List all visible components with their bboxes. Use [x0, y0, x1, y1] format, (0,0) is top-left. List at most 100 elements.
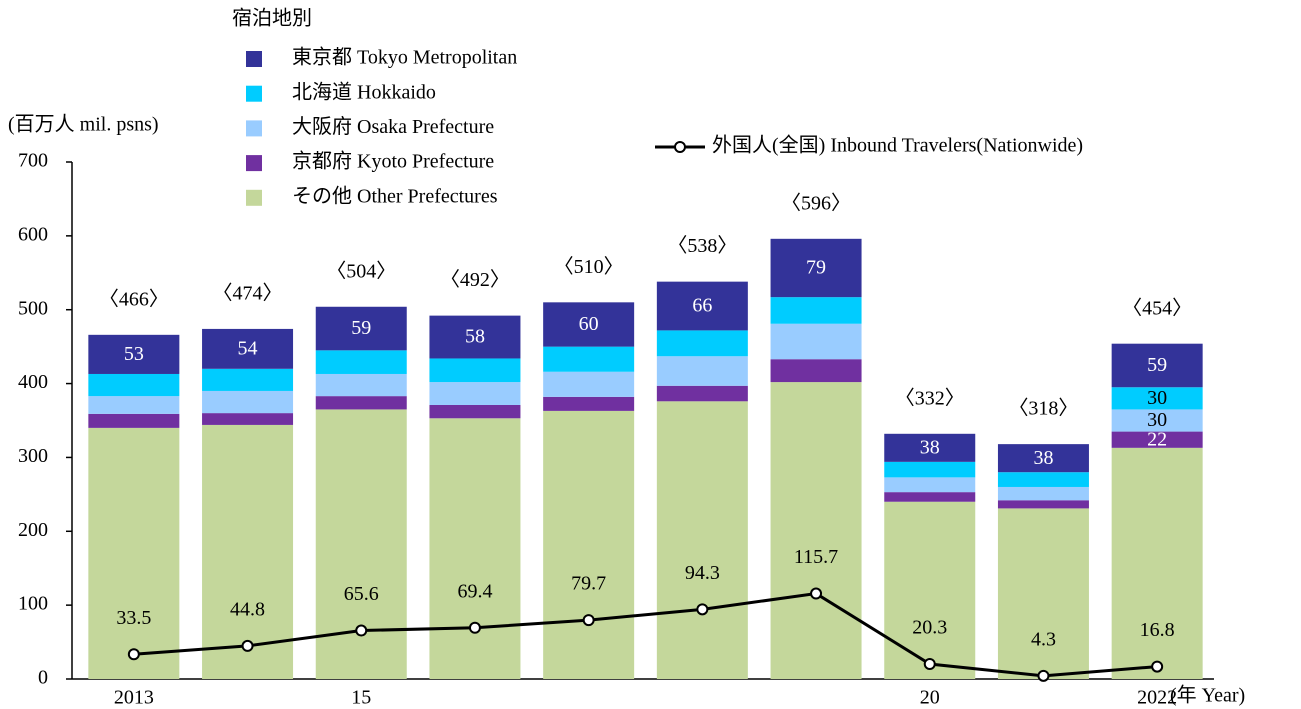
bar-segment	[997, 444, 1089, 473]
legend-swatch	[246, 155, 262, 172]
bar-segment	[656, 330, 748, 357]
legend-label: その他 Other Prefectures	[292, 184, 498, 207]
x-tick-label: 2013	[114, 687, 154, 709]
bar-segment	[202, 424, 294, 679]
bar-segment	[315, 409, 407, 679]
line-marker	[696, 603, 709, 616]
line-marker	[810, 587, 823, 600]
bar-segment	[429, 315, 521, 359]
legend-label: 京都府 Kyoto Prefecture	[292, 150, 494, 173]
line-marker	[923, 658, 936, 671]
line-value-label: 33.5	[116, 607, 151, 629]
total-label: 〈332〉	[895, 387, 965, 409]
bar-segment	[770, 359, 862, 383]
value-label: 22	[1147, 428, 1167, 450]
legend-label: 北海道 Hokkaido	[292, 80, 436, 103]
legend-label: 東京都 Tokyo Metropolitan	[292, 46, 517, 69]
bar-segment	[88, 373, 180, 397]
bar-segment	[1111, 409, 1203, 432]
y-tick-label: 700	[18, 150, 48, 172]
y-tick-label: 600	[18, 223, 48, 245]
line-value-label: 20.3	[912, 617, 947, 639]
bar-segment	[543, 371, 635, 397]
line-value-label: 4.3	[1031, 628, 1056, 650]
line-value-label: 44.8	[230, 599, 265, 621]
bar-segment	[429, 382, 521, 405]
total-label: 〈510〉	[554, 256, 624, 278]
legend-swatch	[246, 189, 262, 206]
bar-segment	[315, 396, 407, 410]
x-tick-label: 2022	[1137, 687, 1177, 709]
y-tick-label: 100	[18, 593, 48, 615]
legend-swatch	[246, 120, 262, 137]
value-label: 30	[1147, 387, 1167, 409]
line-marker	[355, 624, 368, 637]
total-label: 〈596〉	[781, 192, 851, 214]
line	[133, 591, 1158, 678]
bar-segment	[1111, 343, 1203, 388]
bar-segment	[997, 486, 1089, 501]
line-marker	[241, 639, 254, 652]
bar-segment	[202, 413, 294, 425]
value-label: 66	[692, 295, 712, 317]
bar-segment	[543, 346, 635, 372]
line-value-label: 94.3	[685, 562, 720, 584]
bar-segment	[884, 461, 976, 478]
value-label: 58	[465, 326, 485, 348]
bar-segment	[202, 328, 294, 369]
total-label: 〈454〉	[1122, 297, 1192, 319]
bar-segment	[88, 427, 180, 679]
bar-segment	[997, 472, 1089, 487]
legend-swatch	[246, 51, 262, 67]
bar-segment	[770, 238, 862, 298]
bar-segment	[88, 413, 180, 428]
bar-segment	[656, 281, 748, 331]
line-marker	[468, 621, 481, 634]
y-axis-label: (百万人 mil. psns)	[8, 113, 159, 136]
bar-segment	[88, 396, 180, 414]
value-label: 38	[920, 436, 940, 458]
total-label: 〈538〉	[667, 235, 737, 257]
line-value-label: 79.7	[571, 573, 606, 595]
legend-label: 大阪府 Osaka Prefecture	[292, 115, 494, 138]
bar-segment	[429, 404, 521, 419]
total-label: 〈492〉	[440, 269, 510, 291]
bar-segment	[1111, 431, 1203, 448]
value-label: 60	[579, 313, 599, 335]
y-tick-label: 400	[18, 371, 48, 393]
bar-segment	[202, 368, 294, 391]
bar-segment	[1111, 447, 1203, 679]
bar-segment	[543, 396, 635, 411]
bar-segment	[997, 500, 1089, 509]
legend-title: 宿泊地別	[232, 7, 312, 30]
line-marker	[1037, 669, 1050, 682]
bar-segment	[656, 356, 748, 386]
bar-segment	[884, 433, 976, 462]
bar-segment	[202, 390, 294, 414]
x-tick-label: 15	[351, 687, 371, 709]
x-tick-label: 20	[920, 687, 940, 709]
bar-segment	[770, 323, 862, 360]
bar-segment	[997, 508, 1089, 679]
line-value-label: 16.8	[1140, 619, 1175, 641]
y-tick-label: 0	[38, 667, 48, 689]
line-value-label: 115.7	[794, 546, 838, 568]
bar-segment	[315, 350, 407, 374]
bar-segment	[88, 334, 180, 374]
line-marker	[582, 614, 595, 627]
bar-segment	[770, 382, 862, 679]
bar-segment	[770, 297, 862, 324]
legend-swatch	[246, 85, 262, 102]
value-label: 54	[238, 337, 258, 359]
bar-segment	[884, 477, 976, 493]
bar-segment	[315, 306, 407, 351]
value-label: 59	[351, 317, 371, 339]
bar-segment	[315, 373, 407, 397]
total-label: 〈504〉	[326, 260, 396, 282]
bar-segment	[884, 492, 976, 502]
value-label: 59	[1147, 354, 1167, 376]
bar-segment	[1111, 387, 1203, 410]
value-label: 79	[806, 257, 826, 279]
